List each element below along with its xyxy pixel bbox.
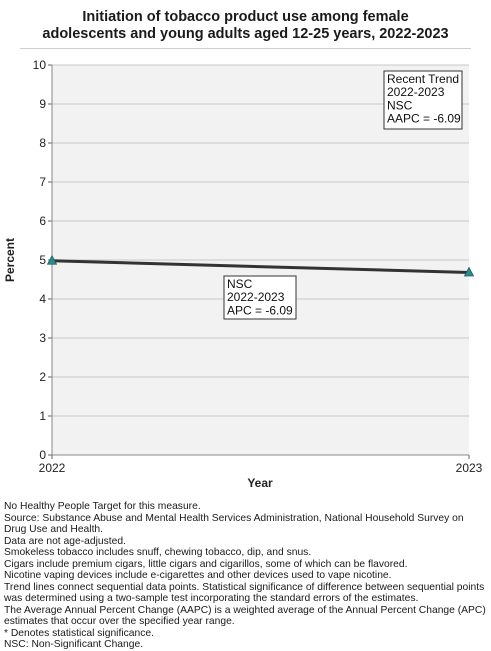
annotation-text: NSC	[227, 277, 253, 291]
x-tick-label: 2022	[39, 461, 66, 475]
footnote: Data are not age-adjusted.	[4, 535, 126, 547]
y-tick-label: 6	[39, 214, 46, 228]
annotation-text: NSC	[387, 98, 413, 112]
title-divider	[20, 48, 471, 49]
data-point-marker[interactable]	[463, 266, 475, 277]
footnote: Trend lines connect sequential data poin…	[4, 581, 485, 605]
data-series	[46, 254, 475, 277]
annotation-text: APC = -6.09	[227, 303, 293, 317]
footnote: Smokeless tobacco includes snuff, chewin…	[4, 547, 312, 558]
annotation-text: Recent Trend	[387, 72, 459, 86]
y-tick-label: 5	[39, 253, 46, 267]
y-tick-label: 0	[39, 448, 46, 462]
annotation-box-recent-trend	[383, 70, 463, 130]
footnotes: No Healthy People Target for this measur…	[4, 501, 488, 651]
y-tick-label: 2	[39, 370, 46, 384]
footnote: Nicotine vaping devices include e-cigare…	[4, 570, 392, 581]
footnote: * Denotes statistical significance.	[4, 627, 154, 639]
y-tick-label: 3	[39, 331, 46, 345]
chart-title: Initiation of tobacco product use among …	[0, 9, 491, 43]
footnote: The Average Annual Percent Change (AAPC)…	[4, 604, 486, 628]
data-point-marker[interactable]	[46, 254, 58, 265]
annotation-text: 2022-2023	[387, 85, 445, 99]
footnote: Cigars include premium cigars, little ci…	[4, 558, 408, 570]
annotation-text: 2022-2023	[227, 290, 285, 304]
y-tick-label: 4	[39, 292, 46, 306]
x-tick-label: 2023	[456, 461, 483, 475]
y-axis-title: Percent	[3, 238, 17, 282]
chart-title-line-2: adolescents and young adults aged 12-25 …	[42, 26, 449, 42]
footnote: No Healthy People Target for this measur…	[4, 501, 201, 512]
x-axis-title: Year	[247, 476, 273, 490]
chart-title-line-1: Initiation of tobacco product use among …	[82, 9, 409, 25]
footnote: Source: Substance Abuse and Mental Healt…	[4, 512, 464, 536]
annotation-box-segment-trend	[223, 275, 297, 320]
y-tick-label: 8	[39, 136, 46, 150]
annotation-text: AAPC = -6.09	[387, 112, 461, 126]
y-tick-label: 1	[39, 409, 46, 423]
y-tick-label: 10	[33, 58, 47, 72]
footnote: NSC: Non-Significant Change.	[4, 639, 144, 650]
y-tick-label: 9	[39, 97, 46, 111]
trend-line	[51, 259, 470, 274]
y-tick-label: 7	[39, 175, 46, 189]
